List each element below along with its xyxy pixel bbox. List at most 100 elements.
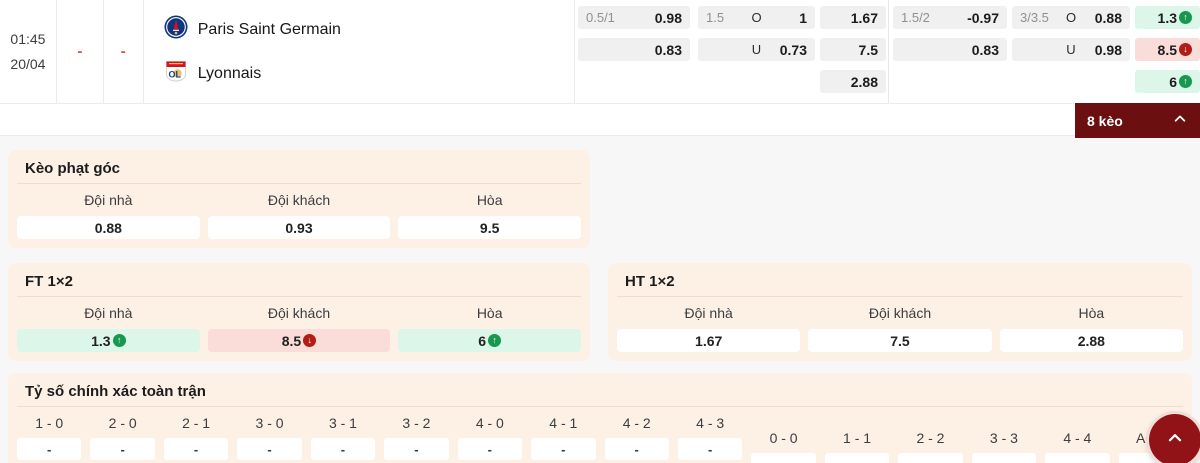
corner-draw-odds[interactable]: 9.5 (398, 216, 581, 239)
handicap-line: 0.5/1 (586, 10, 615, 25)
score-label: 1 - 0 (35, 415, 64, 431)
trend-up-icon: ↑ (112, 334, 126, 347)
over-label: O (751, 10, 762, 25)
ht-1x2-card: HT 1×2 Đội nhà Đội khách Hòa 1.67 7.5 2.… (608, 263, 1192, 361)
away-header: Đội khách (267, 305, 331, 321)
score-label: 1 - 1 (843, 430, 872, 446)
match-time-column: 01:45 20/04 (0, 0, 57, 103)
chevron-up-icon (1173, 112, 1187, 129)
score-column: 1 - 1 - (824, 415, 890, 463)
score-odds-cell[interactable]: - (1045, 453, 1110, 463)
score-odds-cell[interactable]: - (824, 453, 890, 463)
handicap-away-odds[interactable]: 0.83 (578, 38, 690, 61)
1x2-away-odds[interactable]: 8.5 ↓ (1135, 38, 1200, 61)
under-odds[interactable]: U 0.98 (1012, 38, 1130, 61)
odds-col-1x2-left: 1.67 7.5 2.88 (820, 6, 886, 103)
handicap-home-odds[interactable]: 1.5/2 -0.97 (893, 6, 1007, 29)
teams-column: Paris Saint Germain OL Lyonnais (144, 0, 575, 103)
match-time: 01:45 (10, 31, 46, 47)
score-column: 2 - 2 - (898, 415, 963, 463)
over-odds[interactable]: 3/3.5 O 0.88 (1012, 6, 1130, 29)
correct-score-grid: 1 - 0--2 - 0--2 - 1--3 - 0--3 - 1--3 - 2… (17, 415, 1183, 463)
trend-up-icon: ↑ (1179, 11, 1192, 24)
scroll-to-top-button[interactable] (1149, 414, 1200, 463)
corner-odds-card: Kèo phạt góc Đội nhà Đội khách Hòa 0.88 … (8, 150, 590, 248)
ht-away-odds[interactable]: 7.5 (808, 329, 992, 352)
score-odds-cell[interactable]: - (163, 438, 229, 460)
trend-up-icon: ↑ (1179, 75, 1192, 88)
trend-down-icon: ↓ (1179, 43, 1192, 56)
score-odds-cell[interactable]: - (457, 438, 523, 460)
score-odds-cell[interactable]: - (17, 438, 82, 460)
score-odds-cell[interactable]: - (751, 453, 816, 463)
chevron-up-icon (1166, 429, 1184, 452)
score-odds-cell[interactable]: - (384, 438, 449, 460)
1x2-away-odds[interactable]: 7.5 (820, 38, 886, 61)
score-odds-cell[interactable]: - (531, 438, 596, 460)
ft-draw-odds[interactable]: 6 ↑ (398, 329, 581, 352)
score-odds-cell[interactable]: - (604, 438, 669, 460)
handicap-line: 1.5/2 (901, 10, 930, 25)
score-odds-cell[interactable]: - (971, 453, 1037, 463)
home-team-row[interactable]: Paris Saint Germain (164, 15, 574, 44)
ft-home-odds[interactable]: 1.3 ↑ (17, 329, 200, 352)
score-column: 2 - 1-- (163, 415, 229, 463)
under-odds[interactable]: U 0.73 (698, 38, 815, 61)
away-team-name: Lyonnais (197, 64, 262, 82)
score-column: 3 - 3 - (971, 415, 1037, 463)
1x2-draw-odds[interactable]: 2.88 (820, 70, 886, 93)
score-odds-cell[interactable]: - (1118, 453, 1183, 463)
home-score: - (57, 0, 104, 103)
score-label: 3 - 2 (402, 415, 431, 431)
score-column: 4 - 1-- (531, 415, 596, 463)
score-column: 2 - 0-- (90, 415, 155, 463)
score-label: 4 - 4 (1063, 430, 1092, 446)
card-title: Tỷ số chính xác toàn trận (25, 383, 206, 400)
score-odds-cell[interactable]: - (237, 438, 302, 460)
odds-col-1x2-right: 1.3 ↑ 8.5 ↓ 6 ↑ (1135, 6, 1200, 103)
handicap-away-odds[interactable]: 0.83 (893, 38, 1007, 61)
corner-away-odds[interactable]: 0.93 (207, 216, 391, 239)
away-team-row[interactable]: OL Lyonnais (164, 59, 574, 88)
score-column: 3 - 0-- (237, 415, 302, 463)
svg-text:OL: OL (168, 70, 181, 80)
card-title: FT 1×2 (25, 273, 73, 290)
card-divider (17, 406, 1183, 407)
ft-away-odds[interactable]: 8.5 ↓ (207, 329, 391, 352)
home-header: Đội nhà (84, 305, 133, 321)
score-odds-cell[interactable]: - (310, 438, 376, 460)
odds-count-toggle[interactable]: 8 kèo (1075, 103, 1200, 138)
1x2-home-odds[interactable]: 1.3 ↑ (1135, 6, 1200, 29)
card-title: HT 1×2 (625, 273, 675, 290)
score-label: 3 - 0 (255, 415, 284, 431)
over-odds[interactable]: 1.5 O 1 (698, 6, 815, 29)
card-divider (617, 296, 1183, 297)
odds-col-overunder-right: 3/3.5 O 0.88 U 0.98 (1012, 6, 1130, 103)
score-column: 4 - 0-- (457, 415, 523, 463)
score-column: 1 - 0-- (17, 415, 82, 463)
score-odds-cell[interactable]: - (898, 453, 963, 463)
psg-logo-icon (164, 15, 188, 44)
score-label: 2 - 1 (182, 415, 211, 431)
correct-score-card: Tỷ số chính xác toàn trận 1 - 0--2 - 0--… (8, 373, 1192, 463)
home-team-name: Paris Saint Germain (197, 20, 341, 38)
match-header: 01:45 20/04 - - Paris Saint Germain (0, 0, 1200, 104)
score-column: 4 - 4 - (1045, 415, 1110, 463)
score-odds-cell[interactable]: - (677, 438, 743, 460)
corner-home-odds[interactable]: 0.88 (17, 216, 200, 239)
ht-home-odds[interactable]: 1.67 (617, 329, 801, 352)
score-label: 4 - 2 (622, 415, 651, 431)
corner-headers: Đội nhà Đội khách Hòa (17, 191, 581, 216)
ft-1x2-card: FT 1×2 Đội nhà Đội khách Hòa 1.3 ↑ 8.5 ↓ (8, 263, 590, 361)
markets-content: Kèo phạt góc Đội nhà Đội khách Hòa 0.88 … (0, 136, 1200, 463)
handicap-home-odds[interactable]: 0.5/1 0.98 (578, 6, 690, 29)
1x2-draw-odds[interactable]: 6 ↑ (1135, 70, 1200, 93)
score-odds-cell[interactable]: - (90, 438, 155, 460)
odds-group-divider (888, 0, 889, 103)
ht-draw-odds[interactable]: 2.88 (999, 329, 1183, 352)
home-header: Đội nhà (84, 192, 133, 208)
1x2-home-odds[interactable]: 1.67 (820, 6, 886, 29)
odds-col-handicap-left: 0.5/1 0.98 0.83 (578, 6, 690, 103)
under-label: U (1066, 42, 1076, 57)
